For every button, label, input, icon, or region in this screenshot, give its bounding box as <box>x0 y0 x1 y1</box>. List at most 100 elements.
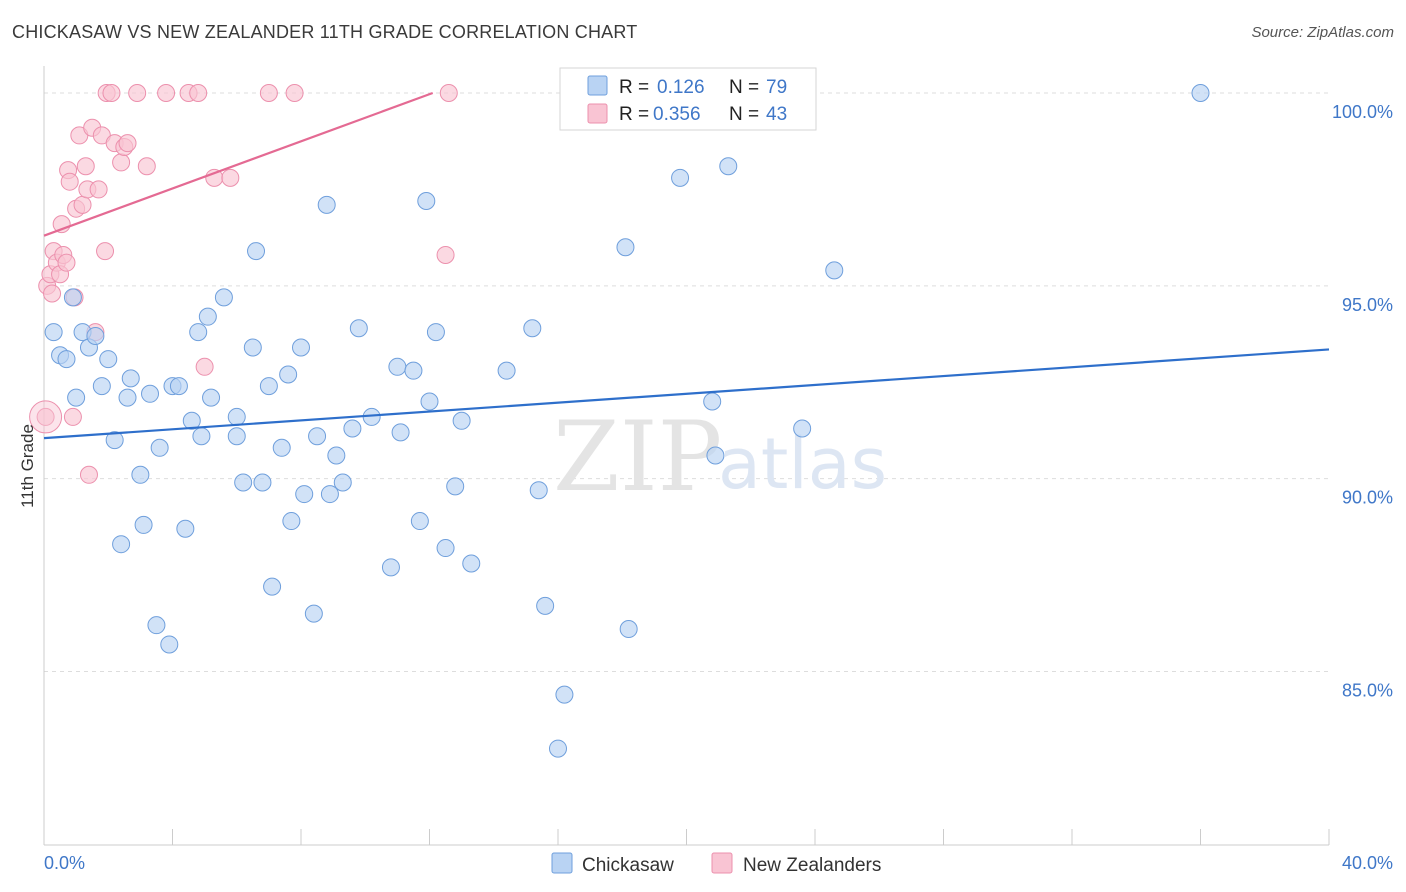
data-point <box>426 323 445 342</box>
data-point <box>189 83 208 102</box>
data-point <box>73 195 92 214</box>
data-point <box>44 323 63 342</box>
data-point <box>92 377 111 396</box>
data-point <box>295 485 314 504</box>
data-point <box>333 473 352 492</box>
data-point <box>63 407 82 426</box>
data-point <box>128 83 147 102</box>
data-point <box>234 473 253 492</box>
data-point <box>619 620 638 639</box>
legend-n-label-2: N = <box>729 104 759 125</box>
legend-n-value-1: 79 <box>766 77 787 98</box>
data-point <box>118 388 137 407</box>
data-point <box>214 288 233 307</box>
data-point <box>285 83 304 102</box>
data-point <box>272 438 291 457</box>
data-point <box>150 438 169 457</box>
trend-lines <box>43 91 1330 440</box>
data-point <box>195 357 214 376</box>
data-point <box>436 539 455 558</box>
data-point <box>388 357 407 376</box>
legend-r-value-2: 0.356 <box>653 104 701 125</box>
data-point <box>417 191 436 210</box>
x-tick-label-max: 40.0% <box>1342 853 1393 873</box>
data-point <box>349 319 368 338</box>
data-point <box>410 512 429 531</box>
data-point <box>247 242 266 261</box>
data-point <box>131 465 150 484</box>
data-point <box>536 596 555 615</box>
data-point <box>102 83 121 102</box>
legend-n-value-2: 43 <box>766 104 787 125</box>
data-point <box>343 419 362 438</box>
data-point <box>63 288 82 307</box>
data-point <box>182 411 201 430</box>
legend-r-label-1: R = <box>619 77 649 98</box>
data-point <box>671 168 690 187</box>
y-tick-label: 85.0% <box>1342 680 1393 700</box>
data-point <box>198 307 217 326</box>
data-point <box>43 284 62 303</box>
data-point <box>137 157 156 176</box>
data-point <box>176 519 195 538</box>
data-point <box>118 134 137 153</box>
data-point <box>67 388 86 407</box>
data-point <box>327 446 346 465</box>
legend-swatch-new-zealanders <box>587 103 608 124</box>
data-point <box>523 319 542 338</box>
data-point <box>549 739 567 758</box>
trend-line-chickasaw <box>43 348 1330 440</box>
data-point <box>169 377 188 396</box>
data-point <box>134 515 153 534</box>
data-point <box>243 338 262 357</box>
data-point <box>259 83 278 102</box>
bottom-legend-swatch-chickasaw <box>551 852 573 874</box>
data-point <box>112 535 131 554</box>
data-point <box>439 83 458 102</box>
data-point <box>497 361 516 380</box>
bottom-legend-label-chickasaw: Chickasaw <box>582 855 674 876</box>
data-point <box>105 431 124 450</box>
data-point <box>112 153 131 172</box>
data-point <box>292 338 310 357</box>
data-point <box>420 392 439 411</box>
data-point <box>221 168 240 187</box>
data-point <box>263 577 282 596</box>
legend-n-label-1: N = <box>729 77 759 98</box>
data-point <box>703 392 722 411</box>
data-point <box>719 157 738 176</box>
stats-legend: R = 0.126 N = 79 R = 0.356 N = 43 <box>559 67 817 131</box>
legend-swatch-chickasaw <box>587 75 608 96</box>
data-point <box>317 195 336 214</box>
data-point <box>436 245 455 264</box>
data-point <box>706 446 725 465</box>
y-axis-title: 11th Grade <box>18 424 37 508</box>
data-point <box>825 261 844 280</box>
data-point <box>555 685 574 704</box>
source-label: Source: ZipAtlas.com <box>1251 24 1394 41</box>
bottom-legend-label-new-zealanders: New Zealanders <box>743 855 881 876</box>
data-point <box>793 419 812 438</box>
data-point <box>381 558 400 577</box>
data-point <box>121 369 140 388</box>
data-point <box>529 481 548 500</box>
data-point <box>57 350 76 369</box>
data-point <box>160 635 179 654</box>
data-point <box>279 365 298 384</box>
y-tick-label: 95.0% <box>1342 295 1393 315</box>
data-point-large <box>29 400 63 434</box>
data-point <box>192 427 211 446</box>
data-point <box>86 326 105 345</box>
data-point <box>57 253 76 272</box>
data-point <box>304 604 323 623</box>
data-point <box>36 407 55 426</box>
data-point <box>616 238 635 257</box>
data-point <box>157 83 176 102</box>
legend-r-label-2: R = <box>619 104 649 125</box>
data-point <box>96 242 115 261</box>
data-point <box>253 473 272 492</box>
data-point <box>189 323 208 342</box>
data-point <box>76 157 95 176</box>
series-legend: Chickasaw New Zealanders <box>551 852 881 876</box>
